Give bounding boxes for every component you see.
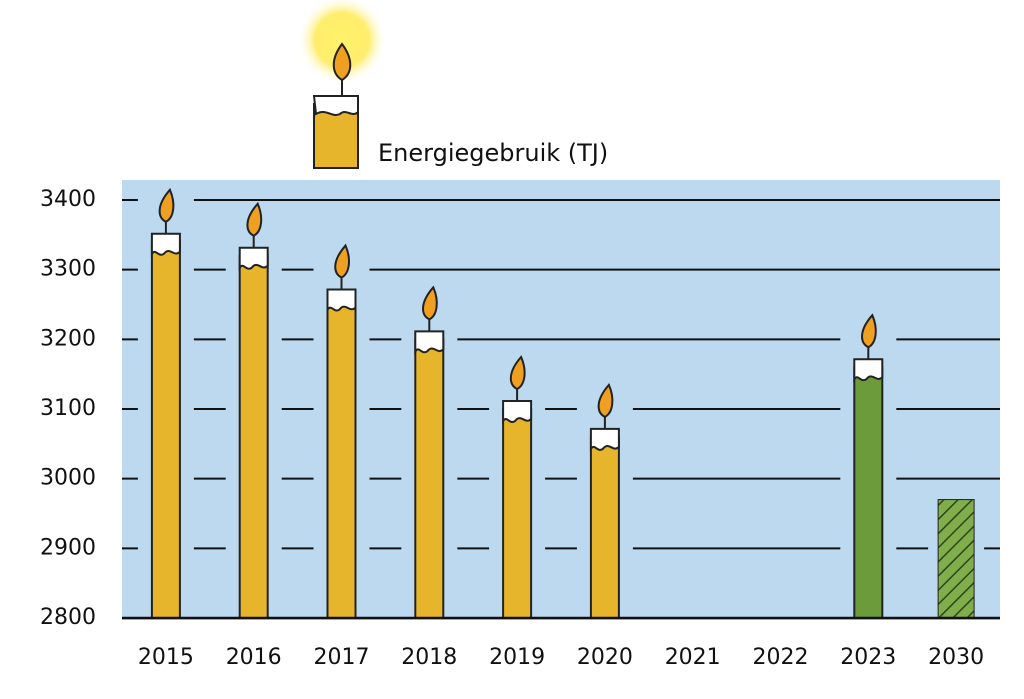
x-tick-label: 2015 [138, 645, 194, 670]
bar [150, 240, 181, 620]
candle-wax [238, 246, 269, 272]
candle-flame [334, 243, 350, 279]
candle-flame [509, 355, 526, 391]
candle-wax [853, 358, 884, 383]
candle-wax [414, 330, 445, 355]
y-tick-label: 3300 [40, 257, 96, 282]
candle-wax [326, 288, 357, 313]
x-tick-label: 2022 [753, 645, 809, 670]
y-tick-label: 3100 [40, 396, 96, 421]
bar [414, 338, 445, 619]
candle-flame [597, 383, 614, 418]
bar [238, 254, 269, 619]
x-tick-label: 2016 [226, 645, 282, 670]
candle-flame [861, 313, 877, 349]
y-tick-label: 3000 [40, 466, 96, 491]
bar [589, 435, 620, 619]
x-tick-label: 2030 [928, 645, 984, 670]
bar [502, 408, 533, 619]
x-tick-label: 2017 [314, 645, 370, 670]
x-tick-label: 2020 [577, 645, 633, 670]
bar [326, 296, 357, 619]
candle-flame [246, 201, 263, 237]
y-tick-label: 2900 [40, 535, 96, 560]
candle-flame [422, 285, 438, 321]
chart-title: Energiegebruik (TJ) [378, 139, 608, 167]
y-tick-label: 3200 [40, 326, 96, 351]
x-tick-label: 2018 [401, 645, 457, 670]
candle-wax [502, 400, 533, 425]
candle-wax [589, 427, 620, 453]
y-tick-label: 3400 [40, 187, 96, 212]
x-tick-label: 2021 [665, 645, 721, 670]
x-tick-label: 2019 [489, 645, 545, 670]
candle-flame [158, 187, 175, 223]
bar [853, 366, 884, 620]
title-icon [297, 0, 387, 169]
y-tick-label: 2800 [40, 605, 96, 630]
bar-hatch [938, 499, 975, 618]
x-tick-label: 2023 [840, 645, 896, 670]
candle-wax [150, 232, 181, 258]
